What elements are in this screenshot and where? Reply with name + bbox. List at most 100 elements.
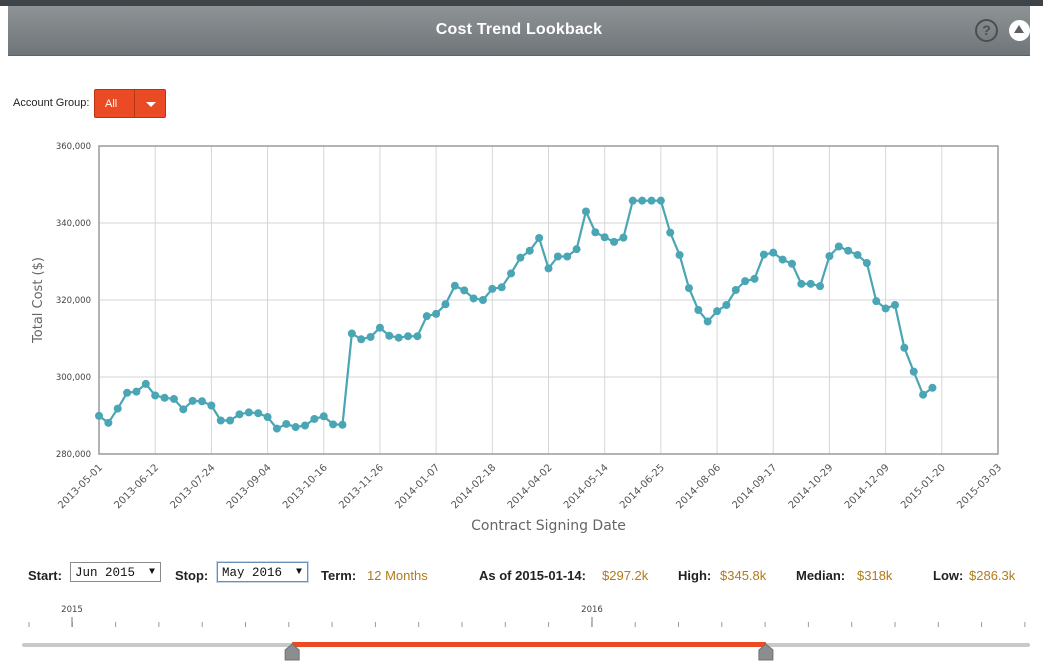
start-select[interactable]: Jun 2015 ▼ [70, 562, 161, 582]
help-icon[interactable]: ? [975, 19, 998, 42]
page-title: Cost Trend Lookback [435, 21, 603, 38]
median-value: $318k [857, 568, 893, 583]
low-label: Low: [933, 568, 964, 583]
y-axis-title: Total Cost ($) [31, 257, 46, 344]
data-point [553, 252, 562, 261]
data-point [179, 405, 188, 414]
term-label: Term: [321, 568, 357, 583]
median-label: Median: [796, 568, 846, 583]
x-tick-label: 2013-11-26 [337, 462, 386, 511]
data-point [610, 237, 619, 246]
data-point [95, 411, 103, 420]
data-point [460, 286, 469, 295]
x-tick-label: 2014-08-06 [674, 462, 723, 511]
x-tick-label: 2014-04-02 [506, 462, 555, 511]
data-point [413, 332, 422, 341]
cost-trend-chart: 280,000 300,000 320,000 340,000 360,000 2013-… [31, 142, 1004, 534]
data-point [319, 412, 328, 421]
x-tick-label: 2014-12-09 [843, 462, 892, 511]
x-tick-label: 2014-05-14 [562, 462, 611, 511]
data-point [600, 233, 609, 242]
y-tick-label: 320,000 [56, 296, 91, 306]
data-point [572, 245, 581, 254]
account-group-dropdown[interactable]: All [94, 89, 166, 118]
data-point [862, 259, 871, 268]
data-point [731, 285, 740, 294]
data-point [422, 312, 431, 321]
data-point [432, 309, 441, 318]
account-group-value: All [105, 98, 118, 110]
select-arrow-icon: ▼ [148, 567, 155, 578]
account-group-label: Account Group: [13, 97, 90, 109]
stop-select[interactable]: May 2016 ▼ [217, 562, 308, 582]
data-point [375, 323, 384, 332]
series-line [98, 199, 934, 430]
data-point [684, 284, 693, 293]
collapse-up-icon[interactable] [1009, 20, 1030, 41]
data-point [834, 242, 843, 251]
start-label: Start: [28, 568, 62, 583]
data-point [272, 424, 281, 433]
x-tick-label: 2013-07-24 [169, 462, 218, 511]
data-point [806, 279, 815, 288]
window-top-strip [0, 0, 1043, 6]
term-value: 12 Months [367, 568, 428, 583]
data-point [563, 252, 572, 261]
data-point [516, 253, 525, 262]
x-tick-label: 2013-06-12 [112, 462, 161, 511]
data-point [123, 388, 132, 397]
range-end-handle[interactable] [758, 643, 774, 661]
data-point [394, 333, 403, 342]
start-select-value: Jun 2015 [75, 566, 136, 580]
data-point [141, 379, 150, 388]
as-of-label: As of 2015-01-14: [479, 568, 586, 583]
data-point [188, 396, 197, 405]
data-point [591, 228, 600, 237]
data-point [488, 284, 497, 293]
timeline-year-label: 2016 [581, 605, 603, 615]
data-point [385, 331, 394, 340]
low-value: $286.3k [969, 568, 1016, 583]
select-arrow-icon: ▼ [295, 567, 302, 578]
data-point [778, 255, 787, 264]
data-point [160, 393, 169, 402]
data-point [244, 408, 253, 417]
data-point [404, 332, 413, 341]
x-tick-label: 2014-02-18 [450, 462, 499, 511]
range-timeline[interactable]: 2015 2016 [0, 596, 1043, 661]
stop-select-value: May 2016 [222, 566, 283, 580]
x-axis-title: Contract Signing Date [471, 518, 626, 534]
data-point [329, 420, 338, 429]
data-point [741, 277, 750, 286]
data-point [338, 420, 347, 429]
data-point [226, 416, 235, 425]
data-point [291, 423, 300, 432]
data-point [900, 343, 909, 352]
data-point [151, 391, 160, 400]
data-point [450, 281, 459, 290]
y-tick-label: 360,000 [56, 142, 91, 152]
timeline-year-label: 2015 [61, 605, 83, 615]
data-point [694, 306, 703, 315]
data-point [113, 404, 122, 413]
x-tick-label: 2013-09-04 [225, 462, 274, 511]
x-tick-label: 2014-01-07 [393, 462, 442, 511]
data-point [750, 274, 759, 283]
data-point [872, 297, 881, 306]
data-point [909, 367, 918, 376]
data-point [844, 246, 853, 255]
x-tick-label: 2015-03-03 [955, 462, 1004, 511]
chevron-down-icon[interactable] [146, 102, 156, 107]
data-point [535, 234, 544, 243]
data-point [216, 416, 225, 425]
x-tick-label: 2014-10-29 [787, 462, 836, 511]
range-start-handle[interactable] [284, 643, 300, 661]
data-point [638, 196, 647, 205]
high-label: High: [678, 568, 712, 583]
data-point [619, 233, 628, 242]
data-point [890, 301, 899, 310]
controls-bar: Start: Jun 2015 ▼ Stop: May 2016 ▼ Term: 1… [0, 562, 1043, 590]
data-point [366, 332, 375, 341]
data-point [647, 196, 656, 205]
data-point [507, 269, 516, 278]
